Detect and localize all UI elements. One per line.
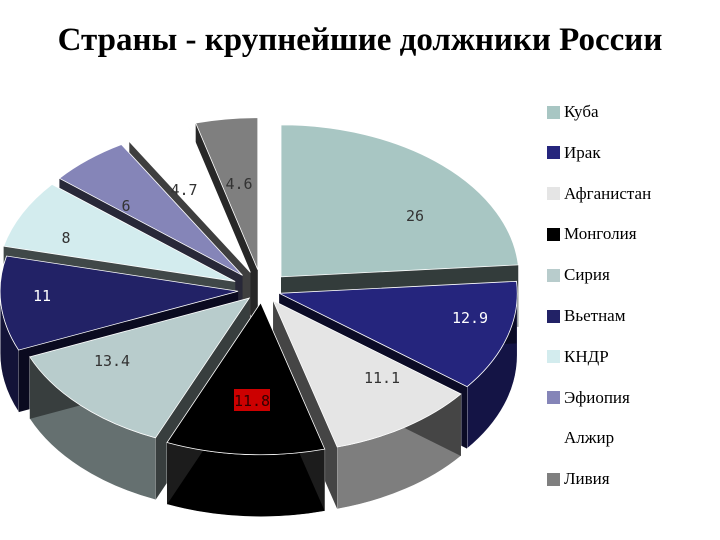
slice-label-2: 12.9 [452, 309, 488, 327]
chart-title: Страны - крупнейшие должники России [57, 22, 663, 58]
pie-slice-5 [29, 297, 251, 439]
legend-item-10: Ливия [547, 467, 610, 491]
slice-label-10: 4.6 [225, 175, 252, 193]
slice-labels: 26 12.9 11.1 11.8 13.4 11 8 6 4.7 4.6 [33, 175, 488, 411]
legend-swatch-3 [547, 187, 560, 201]
legend-label-4: Монголия [564, 224, 637, 244]
legend-swatch-1 [547, 105, 560, 119]
slice-label-4: 11.8 [234, 392, 270, 410]
legend-swatch-8 [547, 391, 560, 405]
legend-swatch-4 [547, 227, 560, 241]
slice-label-8: 6 [121, 197, 130, 215]
slice-label-3: 11.1 [364, 369, 400, 387]
slice-label-5: 13.4 [94, 352, 130, 370]
slice-label-1: 26 [406, 207, 424, 225]
legend-label-1: Куба [564, 102, 599, 121]
legend-item-6: Вьетнам [547, 304, 625, 328]
legend-label-2: Ирак [564, 142, 601, 162]
legend-item-1: Куба [547, 100, 599, 124]
pie-slice-4 [166, 301, 326, 456]
legend-item-4: Монголия [547, 222, 637, 246]
pie-slice-10 [195, 117, 259, 270]
pie-slices [0, 117, 519, 518]
legend-label-10: Ливия [564, 469, 610, 489]
legend-label-3: Афганистан [564, 183, 652, 203]
legend-label-7: КНДР [564, 346, 609, 366]
legend-item-5: Сирия [547, 263, 610, 287]
legend-item-8: Эфиопия [547, 386, 630, 410]
slice-label-9: 4.7 [170, 181, 197, 199]
legend-swatch-9 [547, 432, 560, 445]
legend-swatch-7 [547, 350, 560, 364]
legend-item-9: Алжир [547, 426, 614, 450]
legend-swatch-10 [547, 472, 560, 486]
legend-swatch-2 [547, 146, 560, 160]
legend-label-6: Вьетнам [564, 306, 626, 325]
legend-item-2: Ирак [547, 141, 601, 165]
legend-item-3: Афганистан [547, 182, 651, 206]
slice-label-6: 11 [33, 287, 51, 305]
legend-swatch-5 [547, 268, 560, 282]
pie-slice-6 [0, 255, 239, 351]
legend-label-9: Алжир [564, 428, 615, 448]
legend-item-7: КНДР [547, 345, 609, 369]
legend-label-5: Сирия [564, 265, 610, 285]
pie-slice-8 [58, 144, 243, 276]
pie-slice-7 [3, 183, 236, 282]
pie-slice-1 [280, 124, 519, 278]
pie-slice-2 [277, 280, 518, 388]
pie-slice-3 [272, 299, 462, 448]
pie-slice-9 [128, 125, 251, 273]
legend-label-8: Эфиопия [564, 387, 630, 407]
slice-label-7: 8 [61, 229, 70, 247]
legend-swatch-6 [547, 309, 560, 323]
slice-label-bg-4 [234, 389, 270, 411]
